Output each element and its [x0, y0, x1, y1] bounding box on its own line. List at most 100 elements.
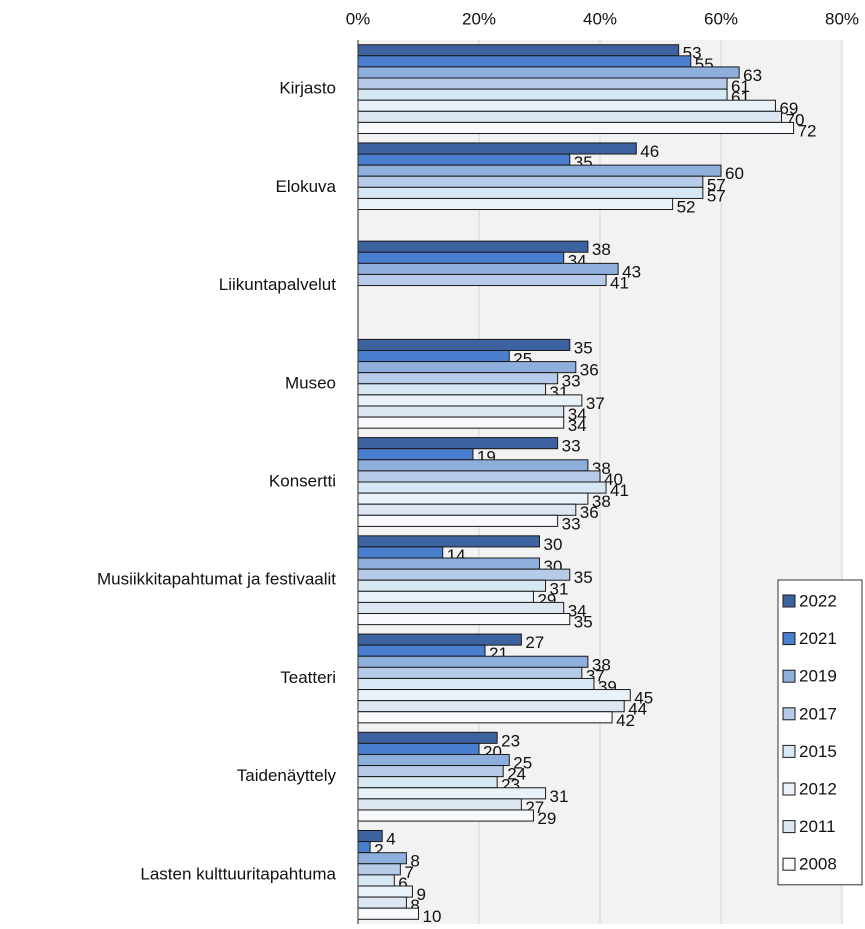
legend-swatch: [782, 594, 796, 608]
bar: [357, 579, 547, 592]
value-label: 43: [622, 262, 641, 281]
bar: [357, 153, 571, 166]
x-tick-label: 60%: [704, 9, 738, 28]
y-tick-label: Konsertti: [269, 471, 336, 490]
value-label: 24: [507, 765, 526, 784]
x-tick-label: 0%: [346, 9, 371, 28]
bar: [357, 874, 395, 887]
value-label: 33: [562, 372, 581, 391]
bar: [357, 809, 534, 822]
bar: [357, 361, 577, 374]
value-label: 38: [592, 655, 611, 674]
bar: [357, 121, 795, 135]
bar: [357, 142, 637, 155]
bar: [357, 416, 565, 429]
bar: [357, 110, 782, 123]
value-label: 8: [410, 896, 419, 915]
y-tick-label: Lasten kulttuuritapahtuma: [140, 864, 336, 883]
legend-label: 2015: [799, 742, 837, 761]
bar: [357, 568, 571, 581]
bar: [357, 666, 583, 679]
bar: [357, 514, 559, 527]
legend-box: [777, 579, 863, 886]
legend-label: 2021: [799, 629, 837, 648]
value-label: 37: [586, 394, 605, 413]
bar: [357, 77, 728, 90]
value-label: 35: [574, 613, 593, 632]
legend-swatch: [782, 632, 796, 646]
bar: [357, 437, 559, 450]
bar: [357, 787, 547, 800]
value-label: 30: [544, 535, 563, 554]
bar: [357, 383, 547, 396]
value-label: 35: [574, 568, 593, 587]
y-tick-label: Elokuva: [276, 177, 337, 196]
bar: [357, 481, 607, 494]
value-label: 4: [386, 830, 395, 849]
bar: [357, 99, 776, 112]
bar: [357, 896, 407, 909]
bar: [357, 503, 577, 516]
value-label: 40: [604, 470, 623, 489]
value-label: 23: [501, 731, 520, 750]
bar: [357, 742, 480, 755]
bar: [357, 492, 589, 505]
value-label: 57: [707, 175, 726, 194]
bar: [357, 557, 540, 570]
legend-label: 2008: [799, 855, 837, 874]
bar: [357, 841, 371, 854]
value-label: 31: [550, 787, 569, 806]
value-label: 36: [580, 361, 599, 380]
bar: [357, 470, 601, 483]
value-label: 42: [616, 711, 635, 730]
value-label: 34: [568, 601, 587, 620]
y-tick-label: Musiikkitapahtumat ja festivaalit: [97, 570, 336, 589]
y-tick-label: Teatteri: [280, 668, 336, 687]
bar: [357, 798, 522, 811]
value-label: 2: [374, 841, 383, 860]
bar: [357, 885, 413, 898]
value-label: 31: [550, 579, 569, 598]
y-tick-label: Kirjasto: [279, 79, 336, 98]
value-label: 9: [416, 885, 425, 904]
value-label: 38: [592, 240, 611, 259]
bar: [357, 164, 722, 177]
value-label: 29: [537, 809, 556, 828]
value-label: 34: [568, 405, 587, 424]
value-label: 7: [404, 863, 413, 882]
bar: [357, 700, 625, 713]
bar: [357, 731, 498, 744]
legend-label: 2019: [799, 667, 837, 686]
x-tick-label: 80%: [825, 9, 859, 28]
bar: [357, 601, 565, 615]
bar: [357, 273, 607, 287]
y-tick-label: Taidenäyttely: [237, 766, 337, 785]
bar: [357, 394, 583, 407]
bar: [357, 863, 401, 876]
legend-swatch: [782, 820, 796, 834]
bar: [357, 613, 571, 626]
legend-swatch: [782, 744, 796, 758]
bar: [357, 349, 510, 363]
value-label: 10: [423, 907, 442, 926]
value-label: 61: [731, 77, 750, 96]
bar: [357, 776, 498, 789]
value-label: 45: [634, 689, 653, 708]
value-label: 33: [562, 437, 581, 456]
value-label: 46: [640, 142, 659, 161]
bar: [357, 753, 510, 767]
value-label: 6: [398, 874, 407, 893]
value-label: 33: [562, 514, 581, 533]
y-tick-label: Museo: [285, 373, 336, 392]
value-label: 41: [610, 273, 629, 292]
value-label: 38: [592, 492, 611, 511]
bar: [357, 55, 692, 68]
bar: [357, 655, 589, 668]
bar: [357, 197, 674, 211]
value-label: 8: [410, 852, 419, 871]
bar: [357, 546, 444, 559]
legend-swatch: [782, 707, 796, 721]
legend-swatch: [782, 857, 796, 871]
bar: [357, 186, 704, 199]
bar: [357, 677, 595, 691]
